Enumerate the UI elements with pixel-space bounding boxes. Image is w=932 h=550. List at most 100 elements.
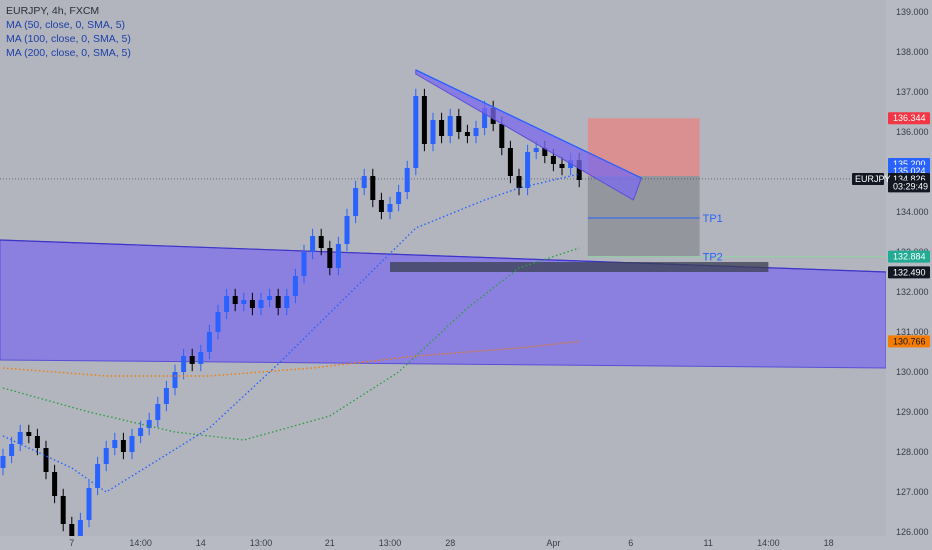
candle	[550, 156, 556, 164]
price-tick-label: 130.000	[896, 367, 929, 377]
time-axis-panel	[0, 536, 932, 550]
price-tag-label: 03:29:49	[893, 181, 928, 191]
price-tag-label: 134.826	[893, 174, 926, 184]
price-tag	[888, 180, 930, 193]
time-axis[interactable]: 7 14:00 14 13:00 21 13:00 28 Apr 6 11 14:00 18	[0, 536, 932, 550]
candle	[559, 164, 565, 168]
price-tick-label: 137.000	[896, 87, 929, 97]
candle	[576, 160, 582, 180]
position-tool-layer: TP1 TP2	[0, 118, 886, 272]
candle	[464, 132, 470, 136]
candle	[52, 472, 58, 496]
candle	[146, 420, 152, 428]
candle	[327, 248, 333, 268]
tp2-label: TP2	[703, 252, 723, 264]
candle	[120, 440, 126, 452]
candle	[301, 252, 307, 276]
ma50-line	[2, 173, 580, 493]
candle	[206, 332, 212, 352]
tp1-label: TP1	[703, 213, 723, 225]
time-tick-label: 18	[824, 538, 834, 548]
candle	[499, 124, 505, 148]
candle	[198, 352, 204, 364]
candle	[77, 520, 83, 536]
candle	[335, 244, 341, 268]
candle	[224, 296, 230, 312]
time-tick-label: 7	[69, 538, 74, 548]
price-tag-label: 135.024	[893, 166, 926, 176]
candle	[507, 148, 513, 176]
candle	[232, 296, 238, 304]
take-profit-zone	[587, 176, 700, 257]
candles-layer	[0, 88, 582, 544]
candle	[112, 440, 118, 448]
symbol-title[interactable]: EURJPY, 4h, FXCM	[6, 5, 100, 17]
candle	[69, 524, 75, 536]
price-tag-label: 130.766	[893, 336, 926, 346]
candle	[353, 188, 359, 216]
candle	[0, 456, 6, 468]
candle	[361, 176, 367, 188]
candle	[155, 404, 161, 420]
candle	[129, 436, 135, 452]
candle	[267, 296, 273, 300]
price-tag-label: 136.344	[893, 113, 926, 123]
candle	[17, 432, 23, 444]
trendline	[415, 69, 642, 179]
moving-average-layer	[2, 173, 580, 493]
price-tick-label: 138.000	[896, 47, 929, 57]
candle	[95, 464, 101, 488]
candle	[421, 96, 427, 144]
candle	[413, 96, 419, 168]
price-tick-label: 134.000	[896, 207, 929, 217]
ma50-legend[interactable]: MA (50, close, 0, SMA, 5)	[6, 19, 126, 31]
ma100-legend[interactable]: MA (100, close, 0, SMA, 5)	[6, 33, 131, 45]
price-tick-label: 132.000	[896, 287, 929, 297]
candle	[439, 120, 445, 136]
ma200-legend[interactable]: MA (200, close, 0, SMA, 5)	[6, 47, 131, 59]
candle	[284, 296, 290, 308]
candle	[249, 300, 255, 308]
candle	[172, 372, 178, 388]
price-tag	[888, 250, 930, 263]
candle	[318, 236, 324, 248]
price-tag-label: 132.490	[893, 267, 926, 277]
candle	[43, 448, 49, 472]
candle	[310, 236, 316, 252]
price-tick-label: 126.000	[896, 527, 929, 537]
candle	[387, 204, 393, 212]
price-tag	[888, 112, 930, 125]
candle	[482, 108, 488, 128]
candle	[103, 448, 109, 464]
candle	[378, 200, 384, 212]
candle	[430, 120, 436, 144]
ma100-line	[2, 247, 580, 441]
candle	[189, 356, 195, 364]
trendline-layer	[415, 69, 643, 201]
time-tick-label: 21	[325, 538, 335, 548]
chart-legend: EURJPY, 4h, FXCM MA (50, close, 0, SMA, …	[6, 4, 131, 60]
candle	[241, 300, 247, 304]
candle	[86, 488, 92, 520]
time-tick-label: 28	[445, 538, 455, 548]
candle	[516, 176, 522, 188]
candle	[292, 276, 298, 296]
price-tick-label: 139.000	[896, 7, 929, 17]
time-tick-label: 14:00	[757, 538, 780, 548]
candle	[447, 116, 453, 136]
candle	[163, 388, 169, 404]
price-tag-label: 135.200	[893, 159, 926, 169]
time-tick-label: 11	[704, 538, 713, 548]
symbol-tag-label: EURJPY	[855, 174, 891, 184]
candle	[542, 148, 548, 156]
candle	[60, 496, 66, 524]
candle	[275, 296, 281, 308]
price-tick-label: 129.000	[896, 407, 929, 417]
price-tick-label: 136.000	[896, 127, 929, 137]
candle	[344, 216, 350, 244]
time-tick-label: Apr	[546, 538, 560, 548]
candle	[34, 436, 40, 448]
candle	[404, 168, 410, 192]
